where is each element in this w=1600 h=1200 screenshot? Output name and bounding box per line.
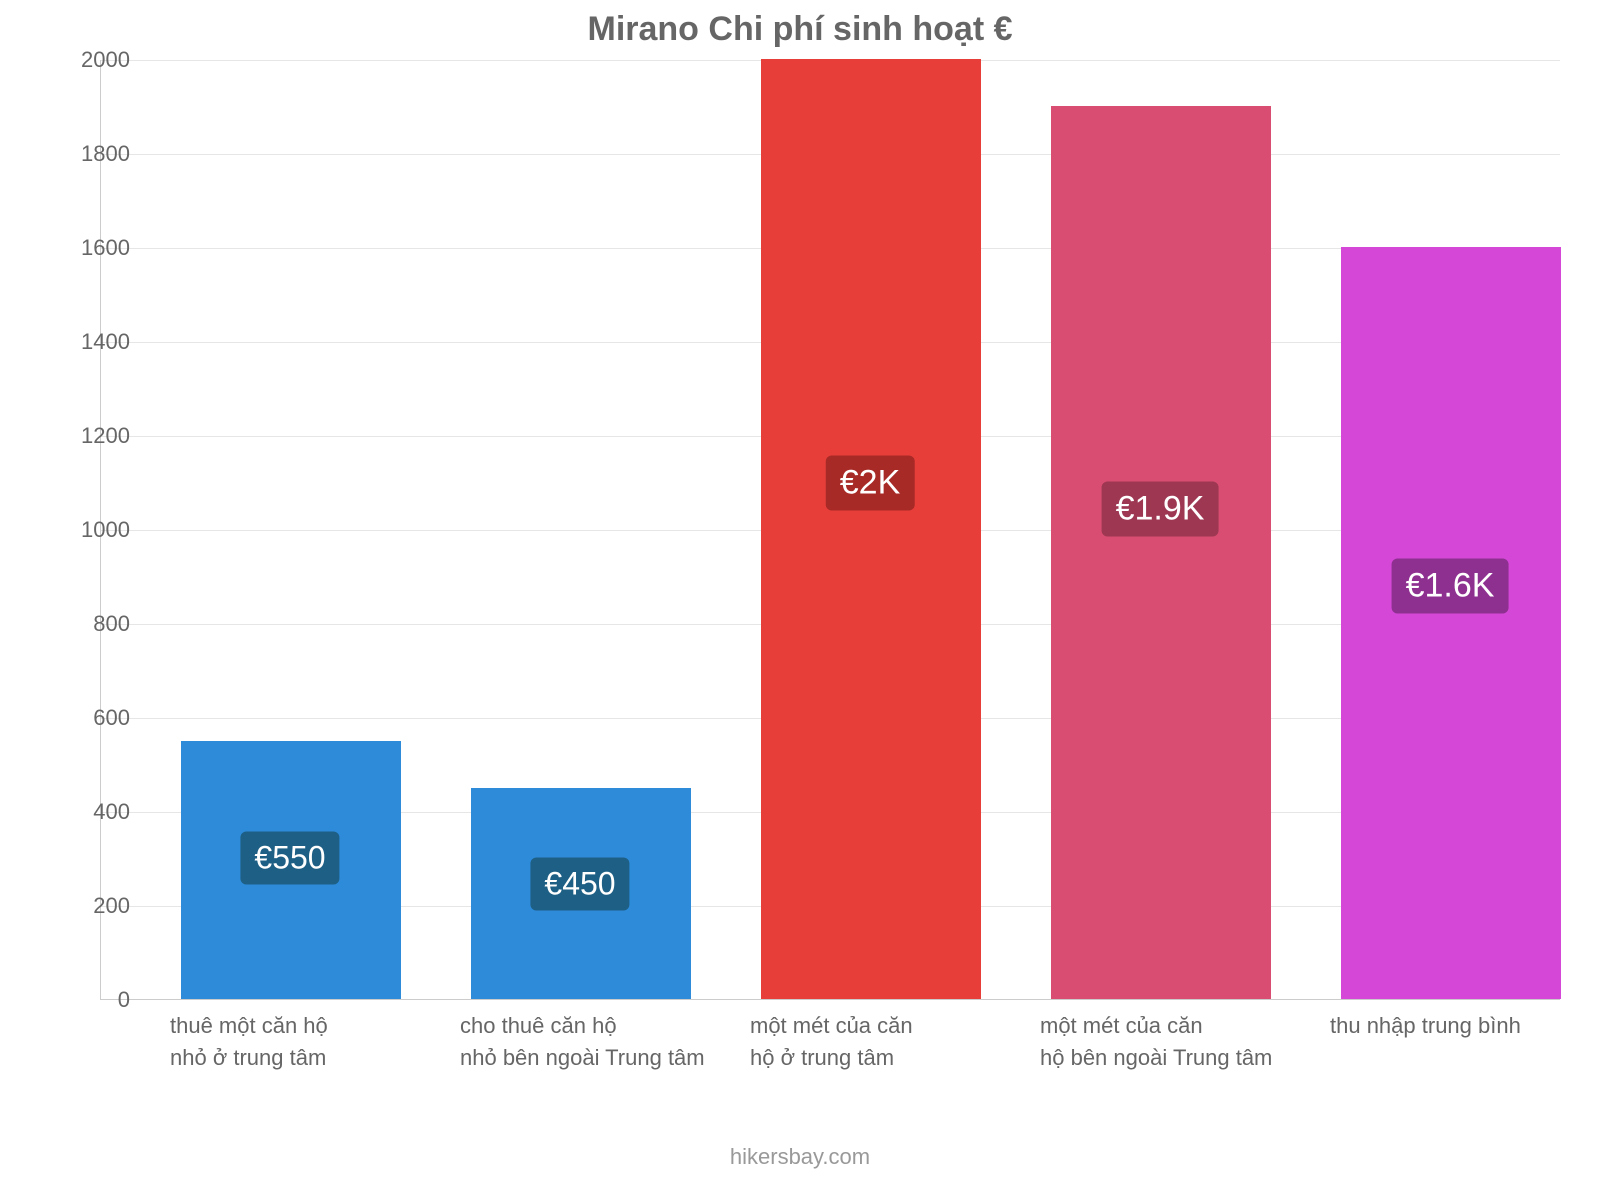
y-axis-tick: 1000 — [50, 517, 130, 543]
bar-value-label: €1.6K — [1392, 559, 1509, 614]
attribution: hikersbay.com — [0, 1144, 1600, 1170]
x-axis-label: thuê một căn hộnhỏ ở trung tâm — [170, 1010, 328, 1074]
y-axis-tick: 0 — [50, 987, 130, 1013]
x-axis-label-line2: hộ bên ngoài Trung tâm — [1040, 1042, 1272, 1074]
x-axis-label-line1: thu nhập trung bình — [1330, 1010, 1521, 1042]
x-axis-label: một mét của cănhộ bên ngoài Trung tâm — [1040, 1010, 1272, 1074]
bar-value-label: €450 — [530, 857, 629, 910]
y-axis-tick: 1600 — [50, 235, 130, 261]
x-axis-label-line2: hộ ở trung tâm — [750, 1042, 913, 1074]
bar — [1341, 247, 1561, 999]
x-axis-label: một mét của cănhộ ở trung tâm — [750, 1010, 913, 1074]
chart-title: Mirano Chi phí sinh hoạt € — [0, 10, 1600, 49]
y-axis-tick: 400 — [50, 799, 130, 825]
x-axis-label-line1: cho thuê căn hộ — [460, 1010, 705, 1042]
x-axis-label: thu nhập trung bình — [1330, 1010, 1521, 1042]
bar-value-label: €1.9K — [1102, 481, 1219, 536]
x-axis-label-line1: một mét của căn — [1040, 1010, 1272, 1042]
y-axis-tick: 200 — [50, 893, 130, 919]
x-axis-label: cho thuê căn hộnhỏ bên ngoài Trung tâm — [460, 1010, 705, 1074]
y-axis-tick: 800 — [50, 611, 130, 637]
y-axis-tick: 1400 — [50, 329, 130, 355]
y-axis-tick: 1800 — [50, 141, 130, 167]
bar — [1051, 106, 1271, 999]
bar — [761, 59, 981, 999]
chart-container: Mirano Chi phí sinh hoạt € hikersbay.com… — [0, 0, 1600, 1200]
y-axis-tick: 1200 — [50, 423, 130, 449]
y-axis-tick: 2000 — [50, 47, 130, 73]
x-axis-label-line2: nhỏ bên ngoài Trung tâm — [460, 1042, 705, 1074]
x-axis-label-line1: thuê một căn hộ — [170, 1010, 328, 1042]
bar-value-label: €550 — [240, 831, 339, 884]
x-axis-label-line1: một mét của căn — [750, 1010, 913, 1042]
bar-value-label: €2K — [826, 456, 915, 511]
x-axis-label-line2: nhỏ ở trung tâm — [170, 1042, 328, 1074]
y-axis-tick: 600 — [50, 705, 130, 731]
